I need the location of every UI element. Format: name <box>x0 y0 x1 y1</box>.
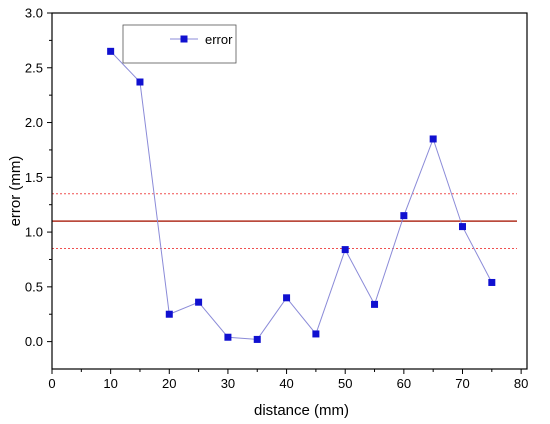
data-point-25 <box>195 298 203 306</box>
data-point-55 <box>371 300 379 308</box>
legend-box <box>122 24 237 64</box>
data-point-45 <box>312 330 320 338</box>
x-tick-label-20: 20 <box>162 376 176 391</box>
y-tick-label-6: 3.0 <box>25 6 43 21</box>
data-points <box>107 47 496 343</box>
data-point-40 <box>283 294 291 302</box>
x-tick-label-0: 0 <box>48 376 55 391</box>
x-tick-label-60: 60 <box>397 376 411 391</box>
reference-lines <box>52 193 517 250</box>
y-tick-label-2: 1.0 <box>25 225 43 240</box>
series-line-error <box>110 50 493 340</box>
data-point-15 <box>136 78 144 86</box>
x-tick-label-10: 10 <box>103 376 117 391</box>
data-point-75 <box>488 278 496 286</box>
x-tick-label-70: 70 <box>455 376 469 391</box>
data-point-50 <box>341 246 349 254</box>
y-tick-label-4: 2.0 <box>25 115 43 130</box>
y-tick-label-0: 0.0 <box>25 334 43 349</box>
legend-marker <box>180 35 188 43</box>
y-axis-title: error (mm) <box>7 156 24 227</box>
data-point-30 <box>224 333 232 341</box>
data-point-65 <box>429 135 437 143</box>
data-point-60 <box>400 212 408 220</box>
x-axis-ticks: 0 10 20 30 40 50 60 70 80 <box>48 369 528 391</box>
y-axis-ticks: 0.0 0.5 1.0 1.5 2.0 2.5 3.0 <box>25 6 52 349</box>
legend: error <box>122 24 237 64</box>
data-point-10 <box>107 47 115 55</box>
y-tick-label-5: 2.5 <box>25 60 43 75</box>
x-axis-title: distance (mm) <box>254 402 349 419</box>
y-tick-label-3: 1.5 <box>25 170 43 185</box>
data-point-35 <box>253 335 261 343</box>
data-point-70 <box>458 223 466 231</box>
data-point-20 <box>165 310 173 318</box>
x-tick-label-30: 30 <box>221 376 235 391</box>
x-tick-label-40: 40 <box>279 376 293 391</box>
x-tick-label-80: 80 <box>514 376 528 391</box>
y-tick-label-1: 0.5 <box>25 279 43 294</box>
plot-frame <box>51 12 528 370</box>
series-line-group <box>110 50 493 340</box>
legend-label: error <box>205 32 233 47</box>
x-tick-label-50: 50 <box>338 376 352 391</box>
